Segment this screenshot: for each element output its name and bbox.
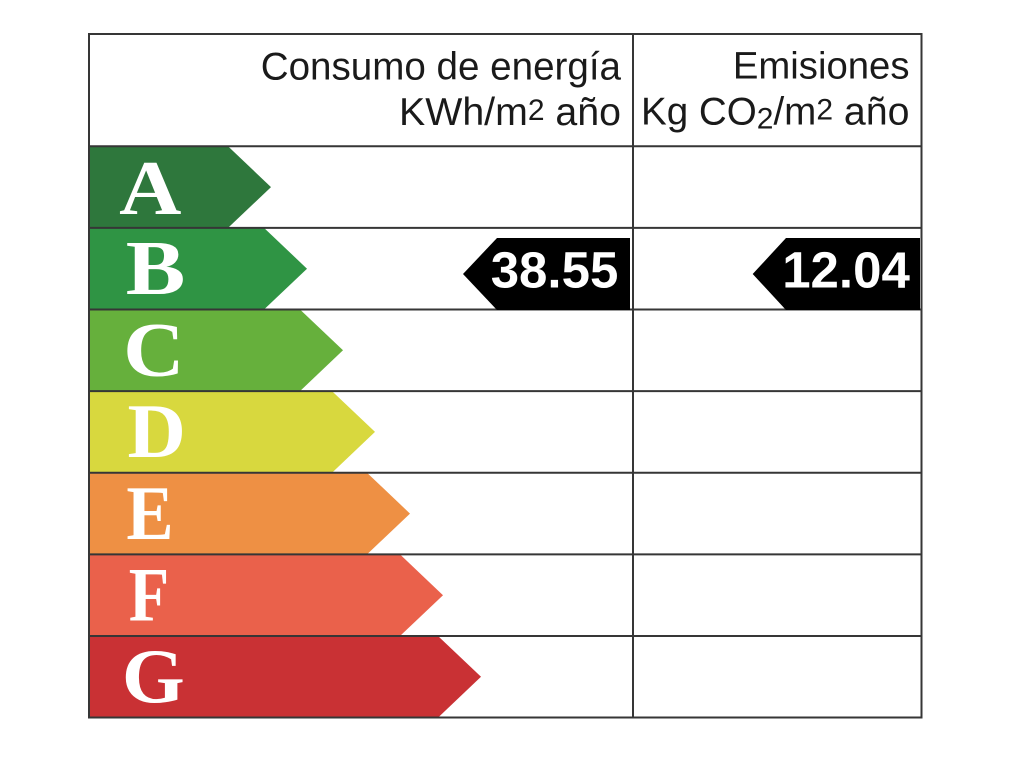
svg-text:A: A [119, 145, 181, 231]
svg-text:G: G [122, 635, 185, 720]
svg-text:Consumo de energía: Consumo de energía [261, 46, 622, 89]
svg-text:D: D [128, 390, 186, 475]
svg-text:F: F [129, 552, 169, 638]
svg-text:12.04: 12.04 [782, 242, 910, 299]
svg-text:C: C [123, 307, 184, 393]
svg-text:B: B [126, 227, 186, 312]
svg-text:Emisiones: Emisiones [733, 45, 910, 88]
svg-text:E: E [126, 471, 173, 556]
svg-text:38.55: 38.55 [491, 242, 619, 299]
svg-text:Kg CO2/m2 año: Kg CO2/m2 año [641, 90, 910, 136]
svg-text:KWh/m2 año: KWh/m2 año [399, 90, 621, 134]
